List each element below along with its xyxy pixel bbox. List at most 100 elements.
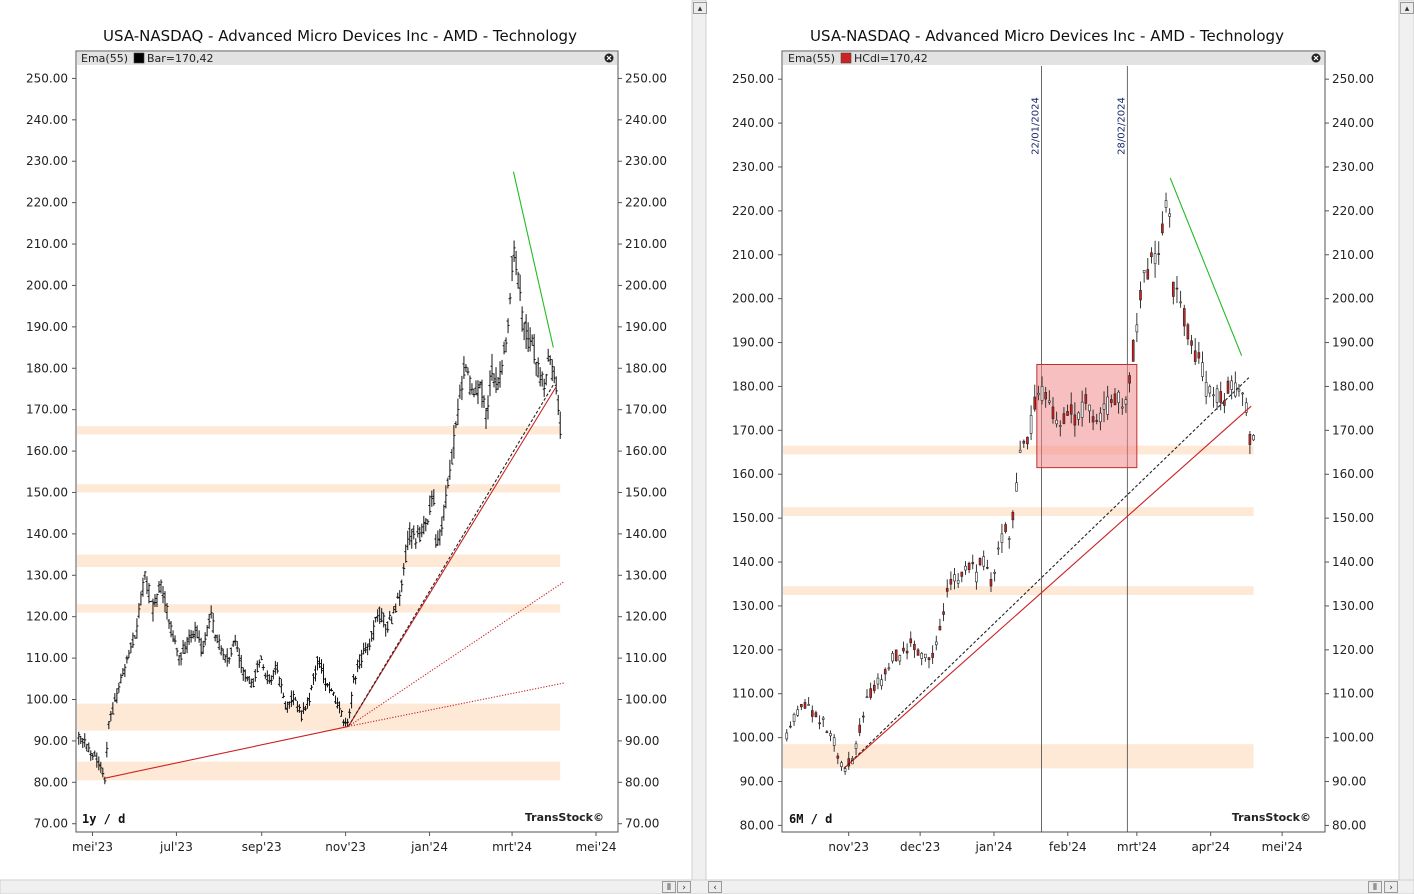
candle-body: [1175, 287, 1179, 290]
trend-line: [347, 386, 557, 727]
candle-body: [869, 688, 872, 698]
candle-body: [1153, 253, 1157, 265]
date-marker-label: 22/01/2024: [1031, 97, 1042, 155]
indicator-label: Ema(55): [788, 52, 835, 65]
candle-body: [1077, 412, 1080, 420]
y-tick-label: 80.00: [1332, 818, 1366, 832]
candle-body: [924, 653, 927, 659]
y-tick-label: 100.00: [625, 693, 667, 707]
close-icon[interactable]: [1311, 53, 1321, 63]
candle-body: [1113, 393, 1117, 406]
candle-body: [825, 731, 829, 733]
candle-body: [1241, 392, 1244, 395]
candle-body: [858, 724, 862, 733]
y-tick-label: 180.00: [26, 361, 68, 375]
scrollbar-horizontal[interactable]: [0, 879, 1414, 894]
scroll-right-button-left[interactable]: ›: [677, 881, 691, 893]
watermark: TransStock©: [1232, 811, 1311, 824]
plot-frame: [75, 50, 619, 833]
y-tick-label: 120.00: [26, 610, 68, 624]
candle-body: [876, 677, 880, 685]
close-icon[interactable]: [604, 53, 614, 63]
scroll-up-button-left[interactable]: ▴: [693, 2, 707, 14]
y-tick-label: 170.00: [625, 403, 667, 417]
candle-body: [1244, 402, 1248, 413]
y-tick-label: 250.00: [26, 71, 68, 85]
candle-body: [1095, 420, 1099, 422]
y-tick-label: 230.00: [26, 154, 68, 168]
candle-body: [865, 696, 869, 699]
scroll-left-button-right[interactable]: ‹: [708, 881, 722, 893]
support-zone: [77, 426, 561, 435]
support-zone: [77, 554, 561, 568]
candle-body: [913, 643, 916, 650]
y-tick-label: 200.00: [732, 292, 774, 306]
x-tick-label: mrt'24: [1117, 840, 1157, 854]
trend-line: [1169, 177, 1243, 356]
candle-body: [1058, 425, 1062, 427]
candle-body: [1139, 290, 1142, 301]
candle-body: [1000, 533, 1004, 543]
candle-body: [1073, 414, 1077, 426]
candle-body: [854, 743, 858, 749]
x-tick-label: mei'24: [1262, 840, 1303, 854]
candle-body: [1226, 380, 1230, 394]
y-tick-label: 140.00: [26, 527, 68, 541]
candle-body: [1066, 411, 1069, 416]
candle-body: [916, 649, 920, 656]
x-tick-label: dec'23: [900, 840, 940, 854]
y-tick-label: 110.00: [1332, 687, 1374, 701]
y-tick-label: 250.00: [1332, 72, 1374, 86]
scrollbar-vertical-right[interactable]: [1398, 0, 1414, 881]
y-tick-label: 230.00: [732, 160, 774, 174]
candle-body: [883, 669, 887, 675]
candle-body: [996, 547, 1000, 550]
y-tick-label: 190.00: [26, 320, 68, 334]
candle-body: [945, 588, 949, 592]
y-tick-label: 240.00: [732, 116, 774, 130]
y-tick-label: 80.00: [740, 818, 774, 832]
scroll-thumb-left[interactable]: ⦀: [662, 881, 676, 893]
scroll-thumb-right[interactable]: ⦀: [1368, 881, 1382, 893]
scrollbar-vertical-left[interactable]: [691, 0, 707, 881]
series-label: HCdl=170,42: [854, 52, 928, 65]
y-tick-label: 230.00: [625, 154, 667, 168]
candle-body: [920, 653, 923, 659]
support-zone: [77, 484, 561, 493]
y-tick-label: 250.00: [625, 71, 667, 85]
candle-body: [1201, 362, 1204, 377]
candle-body: [1131, 340, 1135, 362]
x-tick-label: sep'23: [242, 840, 282, 854]
candle-body: [1029, 415, 1033, 434]
y-tick-label: 100.00: [26, 693, 68, 707]
y-axis-left: 80.00 90.00 100.00 110.00 120.00 130.00 140.00…: [732, 72, 782, 832]
candle-body: [803, 702, 807, 709]
candle-body: [862, 715, 865, 718]
y-tick-label: 230.00: [1332, 160, 1374, 174]
candle-body: [971, 562, 975, 565]
y-tick-label: 210.00: [26, 237, 68, 251]
scroll-up-button-right[interactable]: ▴: [1400, 2, 1414, 14]
candle-body: [1106, 396, 1109, 415]
x-tick-label: jul'23: [159, 840, 193, 854]
candle-body: [789, 725, 792, 728]
y-tick-label: 180.00: [625, 361, 667, 375]
y-axis-left: 70.00 80.00 90.00 100.00 110.00 120.00 130.00 1…: [26, 71, 76, 831]
candle-body: [1080, 401, 1084, 418]
candle-body: [1088, 404, 1091, 412]
candle-body: [967, 562, 971, 571]
support-zones: [783, 445, 1254, 769]
support-zone: [77, 703, 561, 731]
candle-body: [986, 567, 989, 569]
support-zone: [77, 761, 561, 781]
candle-body: [1015, 482, 1018, 492]
legend-swatch: [133, 52, 145, 64]
y-tick-label: 130.00: [1332, 599, 1374, 613]
candle-body: [814, 712, 818, 718]
y-tick-label: 130.00: [625, 568, 667, 582]
scroll-right-button-right[interactable]: ›: [1384, 881, 1398, 893]
candle-body: [818, 722, 821, 725]
candle-body: [800, 704, 803, 708]
candle-body: [1011, 512, 1015, 521]
y-tick-label: 200.00: [1332, 292, 1374, 306]
